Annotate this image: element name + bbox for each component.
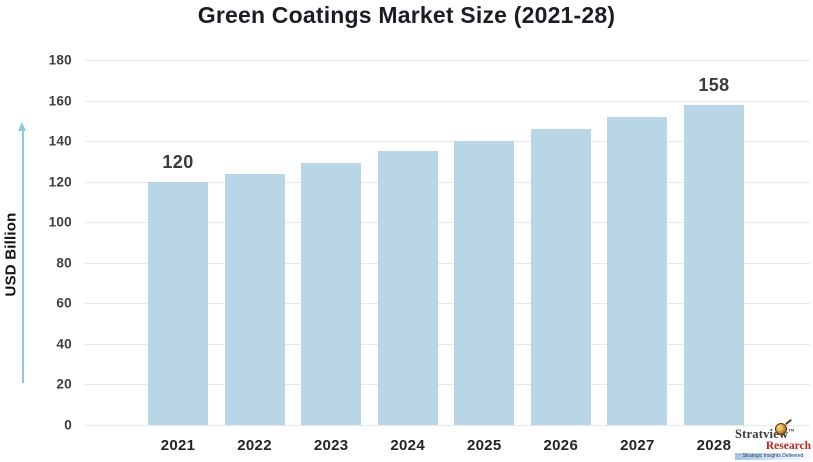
bar-2028	[683, 104, 744, 425]
x-tick-label: 2026	[543, 437, 579, 454]
bar-slot-2026: 2026	[530, 60, 591, 454]
x-tick-label: 2027	[620, 437, 655, 454]
bar-2025	[454, 141, 515, 425]
y-tick-label: 180	[48, 52, 72, 68]
y-axis-arrow-icon	[18, 122, 27, 383]
logo-tagline: Strategic Insights Delivered	[735, 452, 811, 460]
bar-2021	[148, 181, 208, 425]
x-tick-label: 2021	[160, 437, 196, 454]
logo-trademark: ™	[788, 428, 795, 435]
gridline	[85, 425, 810, 426]
y-tick-label: 20	[56, 376, 72, 392]
arrow-line	[21, 129, 24, 383]
bar-value-label: 120	[162, 151, 194, 172]
plot-area: 120 2021 2022 2023 2024 2025 2026 2027 158 2028	[85, 60, 810, 454]
gridline	[85, 222, 810, 224]
bar-2026	[530, 128, 591, 425]
x-tick-label: 2028	[696, 437, 732, 454]
y-tick-label: 140	[48, 133, 72, 149]
bar-slot-2024: 2024	[377, 60, 438, 454]
logo-name-text: Stratview	[735, 426, 789, 441]
stratview-logo: Stratview™ Research Strategic Insights D…	[735, 418, 811, 460]
x-tick-label: 2024	[390, 437, 425, 454]
magnifier-icon	[775, 422, 787, 435]
arrow-head-icon	[18, 122, 26, 131]
y-tick-label: 40	[56, 336, 72, 352]
bar-series: 120 2021 2022 2023 2024 2025 2026 2027 158 2028	[85, 60, 810, 454]
bar-slot-2023: 2023	[301, 60, 362, 454]
x-tick-label: 2023	[313, 437, 349, 454]
bar-2027	[607, 116, 668, 425]
gridline	[85, 141, 810, 143]
y-tick-label: 60	[56, 295, 72, 311]
bar-2024	[377, 151, 438, 425]
x-tick-label: 2025	[466, 437, 502, 454]
gridline	[85, 100, 810, 102]
y-tick-label: 80	[56, 255, 72, 271]
y-tick-label: 0	[64, 417, 72, 433]
gridline	[85, 60, 810, 61]
bar-slot-2021: 120 2021	[148, 60, 208, 454]
gridline	[85, 343, 810, 345]
bar-value-label: 158	[698, 74, 730, 95]
bar-slot-2022: 2022	[224, 60, 285, 454]
x-tick-label: 2022	[237, 437, 272, 454]
bar-slot-2028: 158 2028	[683, 60, 744, 454]
gridline	[85, 303, 810, 305]
gridline	[85, 262, 810, 264]
gridline	[85, 181, 810, 183]
y-axis-ticks: 0 20 40 60 80 100 120 140 160 180	[0, 53, 72, 433]
y-tick-label: 120	[48, 174, 72, 190]
y-tick-label: 100	[48, 214, 72, 230]
bar-2023	[301, 163, 362, 425]
logo-name: Stratview™	[735, 418, 811, 441]
chart-title: Green Coatings Market Size (2021-28)	[197, 2, 616, 28]
bar-slot-2025: 2025	[454, 60, 515, 454]
logo-division: Research	[765, 439, 811, 452]
gridline	[85, 384, 810, 386]
bar-slot-2027: 2027	[607, 60, 668, 454]
bar-2022	[224, 173, 285, 425]
y-tick-label: 160	[48, 93, 72, 109]
